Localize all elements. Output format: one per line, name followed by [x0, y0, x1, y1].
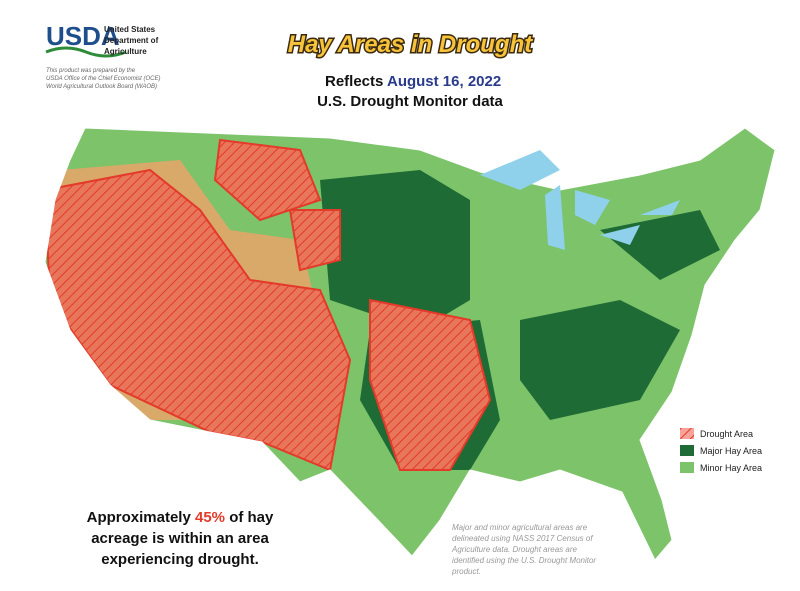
- logo-swoosh: [45, 46, 127, 58]
- subtitle: Reflects August 16, 2022: [325, 73, 501, 90]
- drought-area: [45, 138, 492, 472]
- legend-label: Drought Area: [700, 429, 753, 439]
- us-map: [45, 128, 775, 560]
- agency-line: United States: [104, 25, 156, 34]
- note-line: This product was prepared by the: [46, 68, 136, 74]
- legend-label: Major Hay Area: [700, 446, 762, 456]
- legend-hatch: [680, 428, 694, 439]
- summary-text: of hay: [229, 509, 274, 526]
- legend-swatch: [680, 462, 694, 473]
- summary-line: acreage is within an area: [91, 530, 269, 547]
- legend: Drought Area Major Hay Area Minor Hay Area: [680, 428, 762, 473]
- note-line: USDA Office of the Chief Economist (OCE): [46, 76, 160, 82]
- summary-line: Approximately 45% of hay: [87, 509, 274, 526]
- great-lakes: [480, 150, 680, 250]
- footnote-line: Major and minor agricultural areas are: [452, 523, 588, 532]
- legend-swatch: [680, 445, 694, 456]
- footnote-line: delineated using NASS 2017 Census of: [452, 534, 593, 543]
- footnote-line: Agriculture data. Drought areas are: [451, 545, 578, 554]
- footnote: Major and minor agricultural areas are de…: [451, 523, 596, 576]
- date: August 16, 2022: [387, 73, 501, 90]
- legend-label: Minor Hay Area: [700, 463, 762, 473]
- drought-share: 45%: [195, 509, 225, 526]
- subtitle-prefix: Reflects: [325, 73, 383, 90]
- summary-text: Approximately: [87, 509, 192, 526]
- summary-line: experiencing drought.: [101, 551, 259, 568]
- agency-line: Agriculture: [104, 47, 147, 56]
- note-line: World Agricultural Outlook Board (WAOB): [46, 84, 157, 90]
- logo: USDA: [46, 21, 120, 51]
- us-outline: [44, 127, 776, 561]
- source: U.S. Drought Monitor data: [317, 93, 503, 110]
- agency-line: Department of: [104, 36, 159, 45]
- title: Hay Areas in Drought: [288, 31, 533, 58]
- footnote-line: product.: [451, 567, 481, 576]
- footnote-line: identified using the U.S. Drought Monito…: [452, 556, 596, 565]
